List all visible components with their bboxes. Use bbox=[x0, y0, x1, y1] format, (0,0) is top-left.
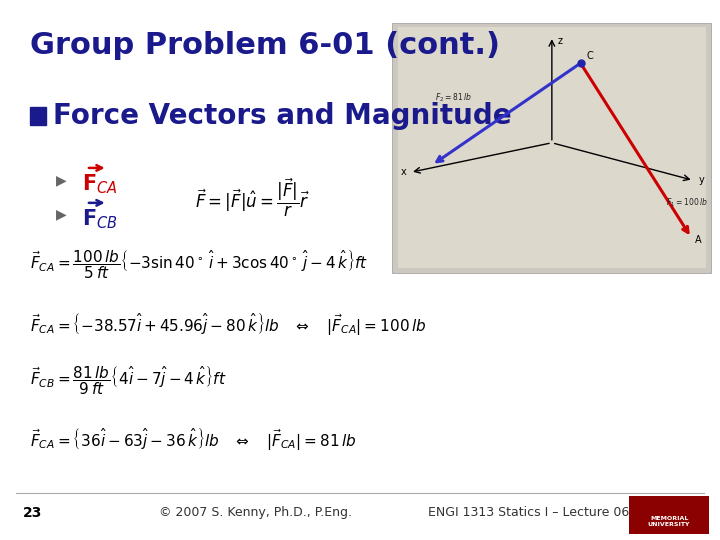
Text: $\blacktriangleright$: $\blacktriangleright$ bbox=[53, 174, 68, 188]
Text: C: C bbox=[586, 51, 593, 61]
Text: A: A bbox=[695, 235, 701, 245]
Text: © 2007 S. Kenny, Ph.D., P.Eng.: © 2007 S. Kenny, Ph.D., P.Eng. bbox=[159, 507, 352, 519]
Text: $\vec{F}_{CA} = \left\{-38.57\hat{i} + 45.96\hat{j} - 80\,\hat{k}\right\}lb \qua: $\vec{F}_{CA} = \left\{-38.57\hat{i} + 4… bbox=[30, 310, 426, 337]
Bar bbox=[398, 27, 706, 268]
Bar bbox=[30, 107, 46, 125]
Text: $\blacktriangleright$: $\blacktriangleright$ bbox=[53, 209, 68, 224]
Bar bbox=[392, 23, 711, 273]
Bar bbox=[629, 496, 709, 534]
Text: $F_1 = 100\,lb$: $F_1 = 100\,lb$ bbox=[666, 197, 708, 209]
Text: z: z bbox=[557, 36, 562, 46]
Text: y: y bbox=[698, 175, 704, 185]
Text: Force Vectors and Magnitude: Force Vectors and Magnitude bbox=[53, 102, 512, 130]
Text: $\vec{F}_{CB} = \dfrac{81\,lb}{9\,ft}\left\{4\hat{i} - 7\hat{j} - 4\,\hat{k}\rig: $\vec{F}_{CB} = \dfrac{81\,lb}{9\,ft}\le… bbox=[30, 364, 227, 396]
Text: ENGI 1313 Statics I – Lecture 06: ENGI 1313 Statics I – Lecture 06 bbox=[428, 507, 629, 519]
Text: $\mathbf{F}_{CA}$: $\mathbf{F}_{CA}$ bbox=[82, 172, 118, 196]
Text: $F_2 = 81\,lb$: $F_2 = 81\,lb$ bbox=[436, 92, 472, 104]
Text: $\vec{F}_{CA} = \left\{36\hat{i} - 63\hat{j} - 36\,\hat{k}\right\}lb \quad \Left: $\vec{F}_{CA} = \left\{36\hat{i} - 63\ha… bbox=[30, 426, 356, 452]
Text: Group Problem 6-01 (cont.): Group Problem 6-01 (cont.) bbox=[30, 31, 500, 60]
Text: MEMORIAL
UNIVERSITY: MEMORIAL UNIVERSITY bbox=[648, 516, 690, 527]
Text: x: x bbox=[401, 167, 407, 177]
Text: 23: 23 bbox=[23, 506, 42, 520]
Text: $\vec{F} = |\vec{F}|\hat{u} = \dfrac{|\vec{F}|}{r}\vec{r}$: $\vec{F} = |\vec{F}|\hat{u} = \dfrac{|\v… bbox=[195, 176, 310, 219]
Text: $\mathbf{F}_{CB}$: $\mathbf{F}_{CB}$ bbox=[82, 207, 118, 231]
Text: $\vec{F}_{CA} = \dfrac{100\,lb}{5\,ft}\left\{-3\sin40^\circ\,\hat{i} + 3\cos40^\: $\vec{F}_{CA} = \dfrac{100\,lb}{5\,ft}\l… bbox=[30, 248, 368, 281]
